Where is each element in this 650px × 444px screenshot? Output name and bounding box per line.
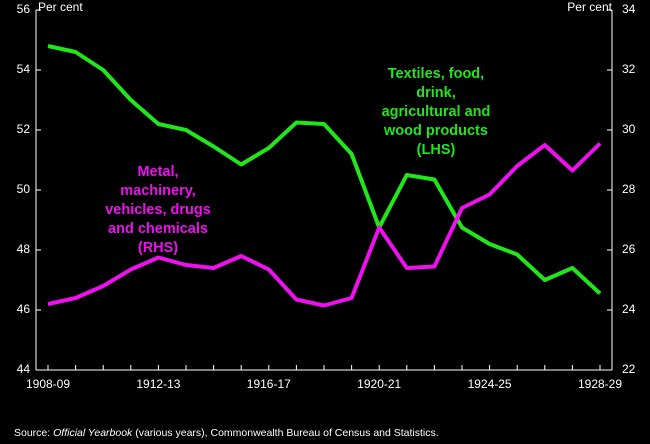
x-tick-label: 1924-25 xyxy=(468,377,512,391)
y-tick-label: 52 xyxy=(17,122,31,136)
series-line xyxy=(47,44,602,295)
series-annotation: agricultural and xyxy=(382,104,491,120)
series-annotation: Metal, xyxy=(137,164,178,180)
y-tick-label: 46 xyxy=(17,302,31,316)
series-annotation: (RHS) xyxy=(138,240,178,256)
source-part: (various years), Commonwealth Bureau of … xyxy=(132,427,438,439)
x-tick-label: 1908-09 xyxy=(26,377,70,391)
x-tick-label: 1920-21 xyxy=(357,377,401,391)
series-annotation: wood products xyxy=(383,123,488,139)
y-tick-label: 50 xyxy=(17,182,31,196)
y-tick-label: 44 xyxy=(17,362,31,376)
series-line xyxy=(47,142,602,308)
x-tick-label: 1912-13 xyxy=(136,377,180,391)
series-annotation: Textiles, food, xyxy=(388,66,484,82)
series-annotation: drink, xyxy=(416,85,455,101)
y-tick-label: 48 xyxy=(17,242,31,256)
series-annotation: vehicles, drugs xyxy=(105,202,211,218)
y2-tick-label: 26 xyxy=(622,242,636,256)
y-tick-label: 54 xyxy=(17,62,31,76)
y2-tick-label: 28 xyxy=(622,182,636,196)
y2-axis-label: Per cent xyxy=(567,0,612,14)
source-part: Official Yearbook xyxy=(53,427,133,439)
y2-tick-label: 24 xyxy=(622,302,636,316)
y2-tick-label: 22 xyxy=(622,362,636,376)
x-tick-label: 1916-17 xyxy=(247,377,291,391)
y2-tick-label: 32 xyxy=(622,62,636,76)
series-annotation: and chemicals xyxy=(108,221,208,237)
series-annotation: machinery, xyxy=(120,183,196,199)
y2-tick-label: 30 xyxy=(622,122,636,136)
x-tick-label: 1928-29 xyxy=(578,377,622,391)
y-tick-label: 56 xyxy=(17,2,31,16)
y-axis-label: Per cent xyxy=(38,0,83,14)
source-part: Source: xyxy=(14,427,53,439)
source: Source: Official Yearbook (various years… xyxy=(14,427,439,439)
series-annotation: (LHS) xyxy=(417,142,456,158)
y2-tick-label: 34 xyxy=(622,2,636,16)
